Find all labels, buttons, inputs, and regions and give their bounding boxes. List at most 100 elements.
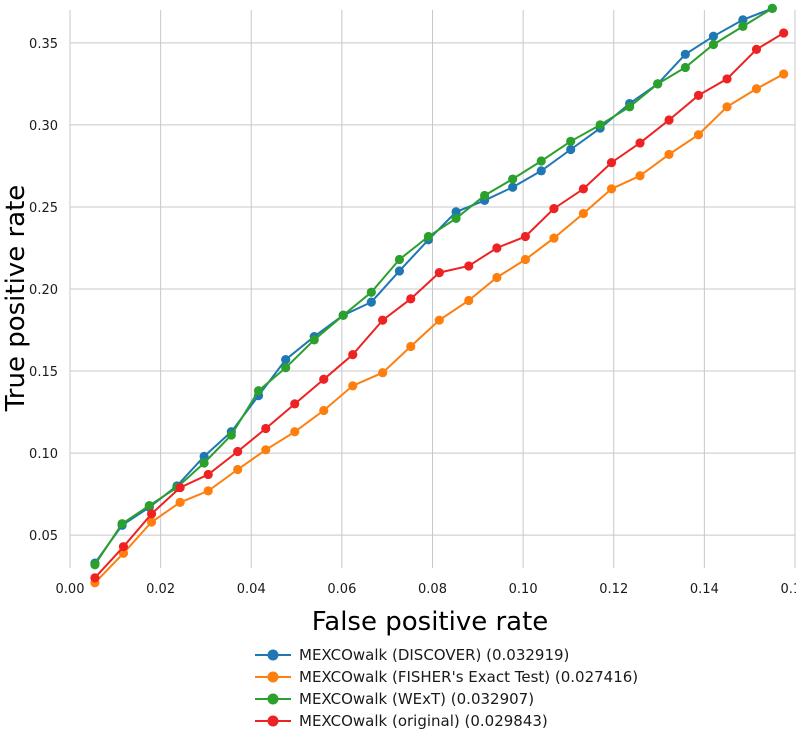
data-point [480, 190, 490, 201]
data-point [680, 62, 690, 73]
data-point [199, 458, 209, 468]
data-point [199, 451, 209, 461]
data-point [203, 469, 213, 480]
data-point [664, 149, 674, 160]
data-point [536, 156, 546, 166]
series-line [94, 73, 785, 584]
data-point [146, 517, 157, 527]
data-point [625, 102, 635, 112]
data-point [751, 84, 762, 94]
data-point [708, 31, 719, 41]
data-point [492, 272, 502, 283]
data-point [536, 166, 546, 176]
data-point [290, 427, 300, 437]
y-axis-ticks: 0.05 0.10 0.15 0.20 0.25 0.30 0.35 [29, 37, 58, 544]
data-point [144, 501, 154, 511]
y-tick-label: 0.30 [29, 119, 58, 134]
y-tick-label: 0.20 [29, 283, 58, 298]
data-point [595, 120, 605, 130]
data-point [348, 350, 358, 360]
x-tick-label: 0.16 [781, 582, 796, 597]
data-point [146, 509, 157, 519]
data-point [253, 386, 264, 396]
series-1 [90, 69, 789, 588]
grid-lines [69, 10, 796, 568]
y-tick-label: 0.05 [29, 529, 58, 544]
data-point [451, 207, 461, 217]
data-point [508, 182, 518, 192]
data-point [281, 363, 291, 373]
x-tick-label: 0.08 [418, 582, 447, 597]
data-point [366, 297, 376, 307]
data-point [779, 69, 789, 79]
data-point [549, 203, 559, 214]
x-tick-label: 0.06 [327, 582, 356, 597]
data-point [464, 295, 474, 306]
legend-marker [267, 649, 279, 661]
data-point [394, 266, 405, 276]
series-line [94, 32, 785, 579]
legend-label: MEXCOwalk (original) (0.029843) [299, 712, 548, 730]
data-point [738, 15, 748, 25]
data-point [606, 184, 617, 194]
legend-marker [267, 671, 279, 683]
data-point [520, 231, 530, 242]
legend-label: MEXCOwalk (WExT) (0.032907) [299, 690, 534, 708]
data-point [175, 482, 185, 493]
data-point [578, 184, 588, 194]
data-point [566, 144, 576, 155]
data-point [434, 315, 444, 325]
data-point [378, 315, 388, 325]
data-point [451, 213, 461, 224]
series-2 [90, 3, 777, 570]
legend-item: MEXCOwalk (WExT) (0.032907) [255, 690, 534, 708]
data-point [520, 254, 530, 265]
data-point [117, 519, 127, 529]
series-line [94, 7, 773, 566]
data-point [653, 79, 663, 89]
data-point [338, 310, 348, 320]
legend-item: MEXCOwalk (DISCOVER) (0.032919) [255, 646, 569, 664]
data-point [751, 44, 762, 54]
data-point [394, 254, 405, 265]
data-point [464, 261, 474, 271]
data-point [261, 445, 271, 455]
data-point [635, 138, 645, 148]
data-point [90, 560, 100, 570]
series-0 [90, 3, 777, 568]
x-tick-label: 0.12 [599, 582, 628, 597]
data-point [680, 49, 690, 59]
x-axis-ticks: 0.00 0.02 0.04 0.06 0.08 0.10 0.12 0.14 0.16 [56, 582, 796, 597]
legend-item: MEXCOwalk (FISHER's Exact Test) (0.02741… [255, 668, 638, 686]
data-point [566, 136, 576, 146]
data-point [319, 374, 329, 384]
legend-label: MEXCOwalk (DISCOVER) (0.032919) [299, 646, 569, 664]
data-point [693, 90, 704, 100]
data-point [319, 405, 329, 416]
data-point [664, 115, 674, 125]
x-tick-label: 0.10 [509, 582, 538, 597]
series-3 [90, 28, 789, 583]
data-point [767, 3, 777, 13]
data-point [261, 423, 271, 434]
data-point [606, 158, 617, 168]
data-point [203, 486, 213, 496]
data-point [635, 171, 645, 181]
data-point [233, 464, 243, 475]
legend: MEXCOwalk (DISCOVER) (0.032919) MEXCOwalk… [255, 646, 638, 730]
data-point [722, 102, 732, 112]
data-point [779, 28, 789, 38]
series-group [90, 3, 789, 588]
data-point [492, 243, 502, 253]
data-point [708, 39, 719, 50]
y-tick-label: 0.25 [29, 201, 58, 216]
data-point [348, 381, 358, 391]
data-point [722, 74, 732, 84]
data-point [378, 368, 388, 378]
data-point [233, 446, 243, 457]
data-point [423, 231, 434, 242]
data-point [226, 430, 236, 440]
x-tick-label: 0.00 [56, 582, 85, 597]
data-point [118, 542, 129, 552]
